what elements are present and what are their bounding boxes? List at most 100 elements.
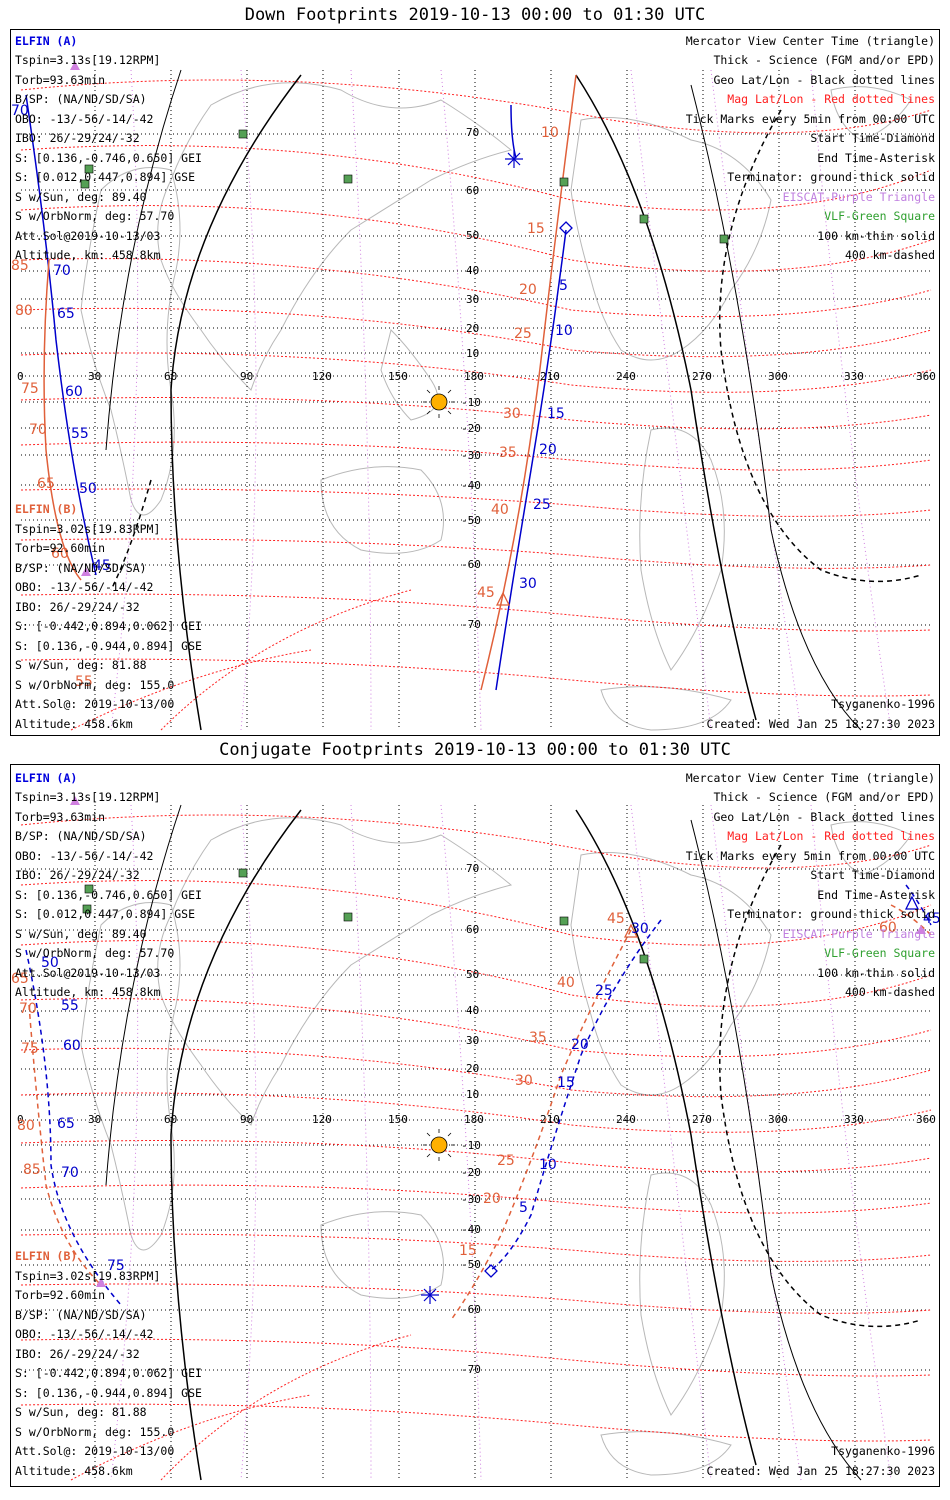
- legend-line: EISCAT-Purple Triangle: [782, 190, 935, 204]
- info-line: S: [-0.442,0.894,0.062] GEI: [15, 619, 202, 633]
- map-canvas-down: [20, 61, 932, 731]
- legend-line: Tick Marks every 5min from 00:00 UTC: [685, 112, 935, 126]
- lon-label: 210: [540, 1113, 560, 1126]
- lon-label: 240: [616, 1113, 636, 1126]
- info-line: OBO: -13/-56/-14/-42: [15, 580, 154, 594]
- tick-label-a: 60: [63, 1038, 81, 1054]
- info-line: OBO: -13/-56/-14/-42: [15, 112, 154, 126]
- tick-label-a: 60: [65, 384, 83, 400]
- tick-label-a: 20: [539, 442, 557, 458]
- tick-label-b: 85: [11, 258, 29, 274]
- info-line: Altitude: 458.6km: [15, 1464, 133, 1478]
- info-line: S w/OrbNorm, deg: 155.0: [15, 678, 175, 692]
- tick-label-b: 20: [519, 282, 537, 298]
- created-label: Created: Wed Jan 25 18:27:30 2023: [706, 1464, 935, 1478]
- legend-line: 100 km-thin solid: [817, 966, 935, 980]
- legend-line: Geo Lat/Lon - Black dotted lines: [713, 810, 935, 824]
- tick-label-b: 30: [515, 1073, 533, 1089]
- tick-label-a: 5: [519, 1200, 528, 1216]
- info-line: IBO: 26/-29/24/-32: [15, 131, 140, 145]
- center-triangle: [495, 591, 511, 606]
- coastlines: [80, 82, 912, 731]
- down-footprints-map: 0 30 60 90 120 150 180 210 240 270 300 3…: [10, 29, 940, 736]
- lat-label: -30: [461, 449, 481, 462]
- lon-label: 180: [464, 370, 484, 383]
- info-line: B/SP: (NA/ND/SD/SA): [15, 829, 147, 843]
- tick-label-a: 45: [923, 911, 940, 927]
- legend-line: End Time-Asterisk: [817, 151, 935, 165]
- legend-line: Thick - Science (FGM and/or EPD): [713, 790, 935, 804]
- tick-label-a: 30: [631, 921, 649, 937]
- lon-label: 360: [916, 370, 936, 383]
- legend-line: EISCAT-Purple Triangle: [782, 927, 935, 941]
- tick-label-b: 80: [17, 1118, 35, 1134]
- legend-line: Mag Lat/Lon - Red dotted lines: [727, 829, 935, 843]
- info-line: Altitude, km: 458.8km: [15, 248, 161, 262]
- info-line: S w/OrbNorm, deg: 57.70: [15, 209, 175, 223]
- tick-label-a: 20: [571, 1037, 589, 1053]
- legend-line: 400 km-dashed: [844, 985, 935, 999]
- info-line: IBO: 26/-29/24/-32: [15, 1347, 140, 1361]
- panel-title-down: Down Footprints 2019-10-13 00:00 to 01:3…: [244, 5, 706, 25]
- tick-label-b: 45: [477, 585, 495, 601]
- conjugate-footprints-map: 0 30 60 90 120 150 180 210 240 270 300 3…: [10, 764, 940, 1487]
- lat-label: -70: [461, 618, 481, 631]
- markers: [70, 796, 926, 1304]
- lat-label: -50: [461, 514, 481, 527]
- info-line: Tspin=3.13s[19.12RPM]: [15, 790, 161, 804]
- lat-label: 70: [466, 126, 480, 139]
- lat-label: -20: [461, 422, 481, 435]
- tick-label-b: 45: [607, 911, 625, 927]
- lon-label: 330: [844, 1113, 864, 1126]
- info-line: IBO: 26/-29/24/-32: [15, 600, 140, 614]
- lon-label: 270: [692, 370, 712, 383]
- tick-label-a: 15: [547, 406, 565, 422]
- tick-label-a: 10: [555, 323, 573, 339]
- tick-label-b: 15: [527, 221, 545, 237]
- lon-label: 30: [88, 1113, 102, 1126]
- sat-b-label: ELFIN (B): [15, 502, 78, 516]
- info-line: S: [0.012,0.447,0.894] GSE: [15, 170, 196, 184]
- tick-label-a: 25: [595, 983, 613, 999]
- lat-label: -30: [461, 1193, 481, 1206]
- tick-label-a: 45: [93, 558, 111, 574]
- legend-line: Thick - Science (FGM and/or EPD): [713, 53, 935, 67]
- tick-label-b: 35: [529, 1030, 547, 1046]
- legend-line: Mercator View Center Time (triangle): [685, 771, 935, 785]
- tick-label-a: 5: [559, 278, 568, 294]
- info-line: Att.Sol@: 2019-10-13/00: [15, 1444, 175, 1458]
- lon-label: 0: [17, 1113, 24, 1126]
- legend-line: Terminator: ground-thick solid: [727, 907, 935, 921]
- lon-label: 270: [692, 1113, 712, 1126]
- tick-label-b: 70: [19, 1001, 37, 1017]
- info-line: S: [-0.442,0.894,0.062] GEI: [15, 1366, 202, 1380]
- tick-label-b: 20: [483, 1191, 501, 1207]
- tick-label-a: 30: [519, 576, 537, 592]
- sun-icon: [423, 1129, 455, 1161]
- lat-label: 20: [466, 322, 480, 335]
- info-line: S: [0.136,-0.944,0.894] GSE: [15, 1386, 202, 1400]
- tick-label-a: 70: [11, 103, 29, 119]
- vlf-squares: [82, 868, 649, 964]
- created-label: Created: Wed Jan 25 18:27:30 2023: [706, 717, 935, 731]
- legend-line: End Time-Asterisk: [817, 888, 935, 902]
- tick-label-b: 35: [499, 445, 517, 461]
- lon-label: 330: [844, 370, 864, 383]
- info-line: S w/OrbNorm, deg: 57.70: [15, 946, 175, 960]
- legend-line: Mercator View Center Time (triangle): [685, 34, 935, 48]
- info-line: S w/Sun, deg: 89.40: [15, 927, 147, 941]
- sat-a-track: [25, 884, 932, 1306]
- lat-label: 70: [466, 862, 480, 875]
- info-line: B/SP: (NA/ND/SD/SA): [15, 561, 147, 575]
- legend-line: 400 km-dashed: [844, 248, 935, 262]
- coastlines: [80, 817, 912, 1476]
- lat-label: -10: [461, 396, 481, 409]
- lat-label: 40: [466, 1004, 480, 1017]
- center-triangle: [623, 923, 639, 938]
- lat-label: 10: [466, 347, 480, 360]
- lon-label: 360: [916, 1113, 936, 1126]
- lon-label: 60: [164, 1113, 178, 1126]
- lat-label: -70: [461, 1363, 481, 1376]
- lon-label: 90: [240, 1113, 254, 1126]
- panel-title-conjugate: Conjugate Footprints 2019-10-13 00:00 to…: [219, 740, 731, 760]
